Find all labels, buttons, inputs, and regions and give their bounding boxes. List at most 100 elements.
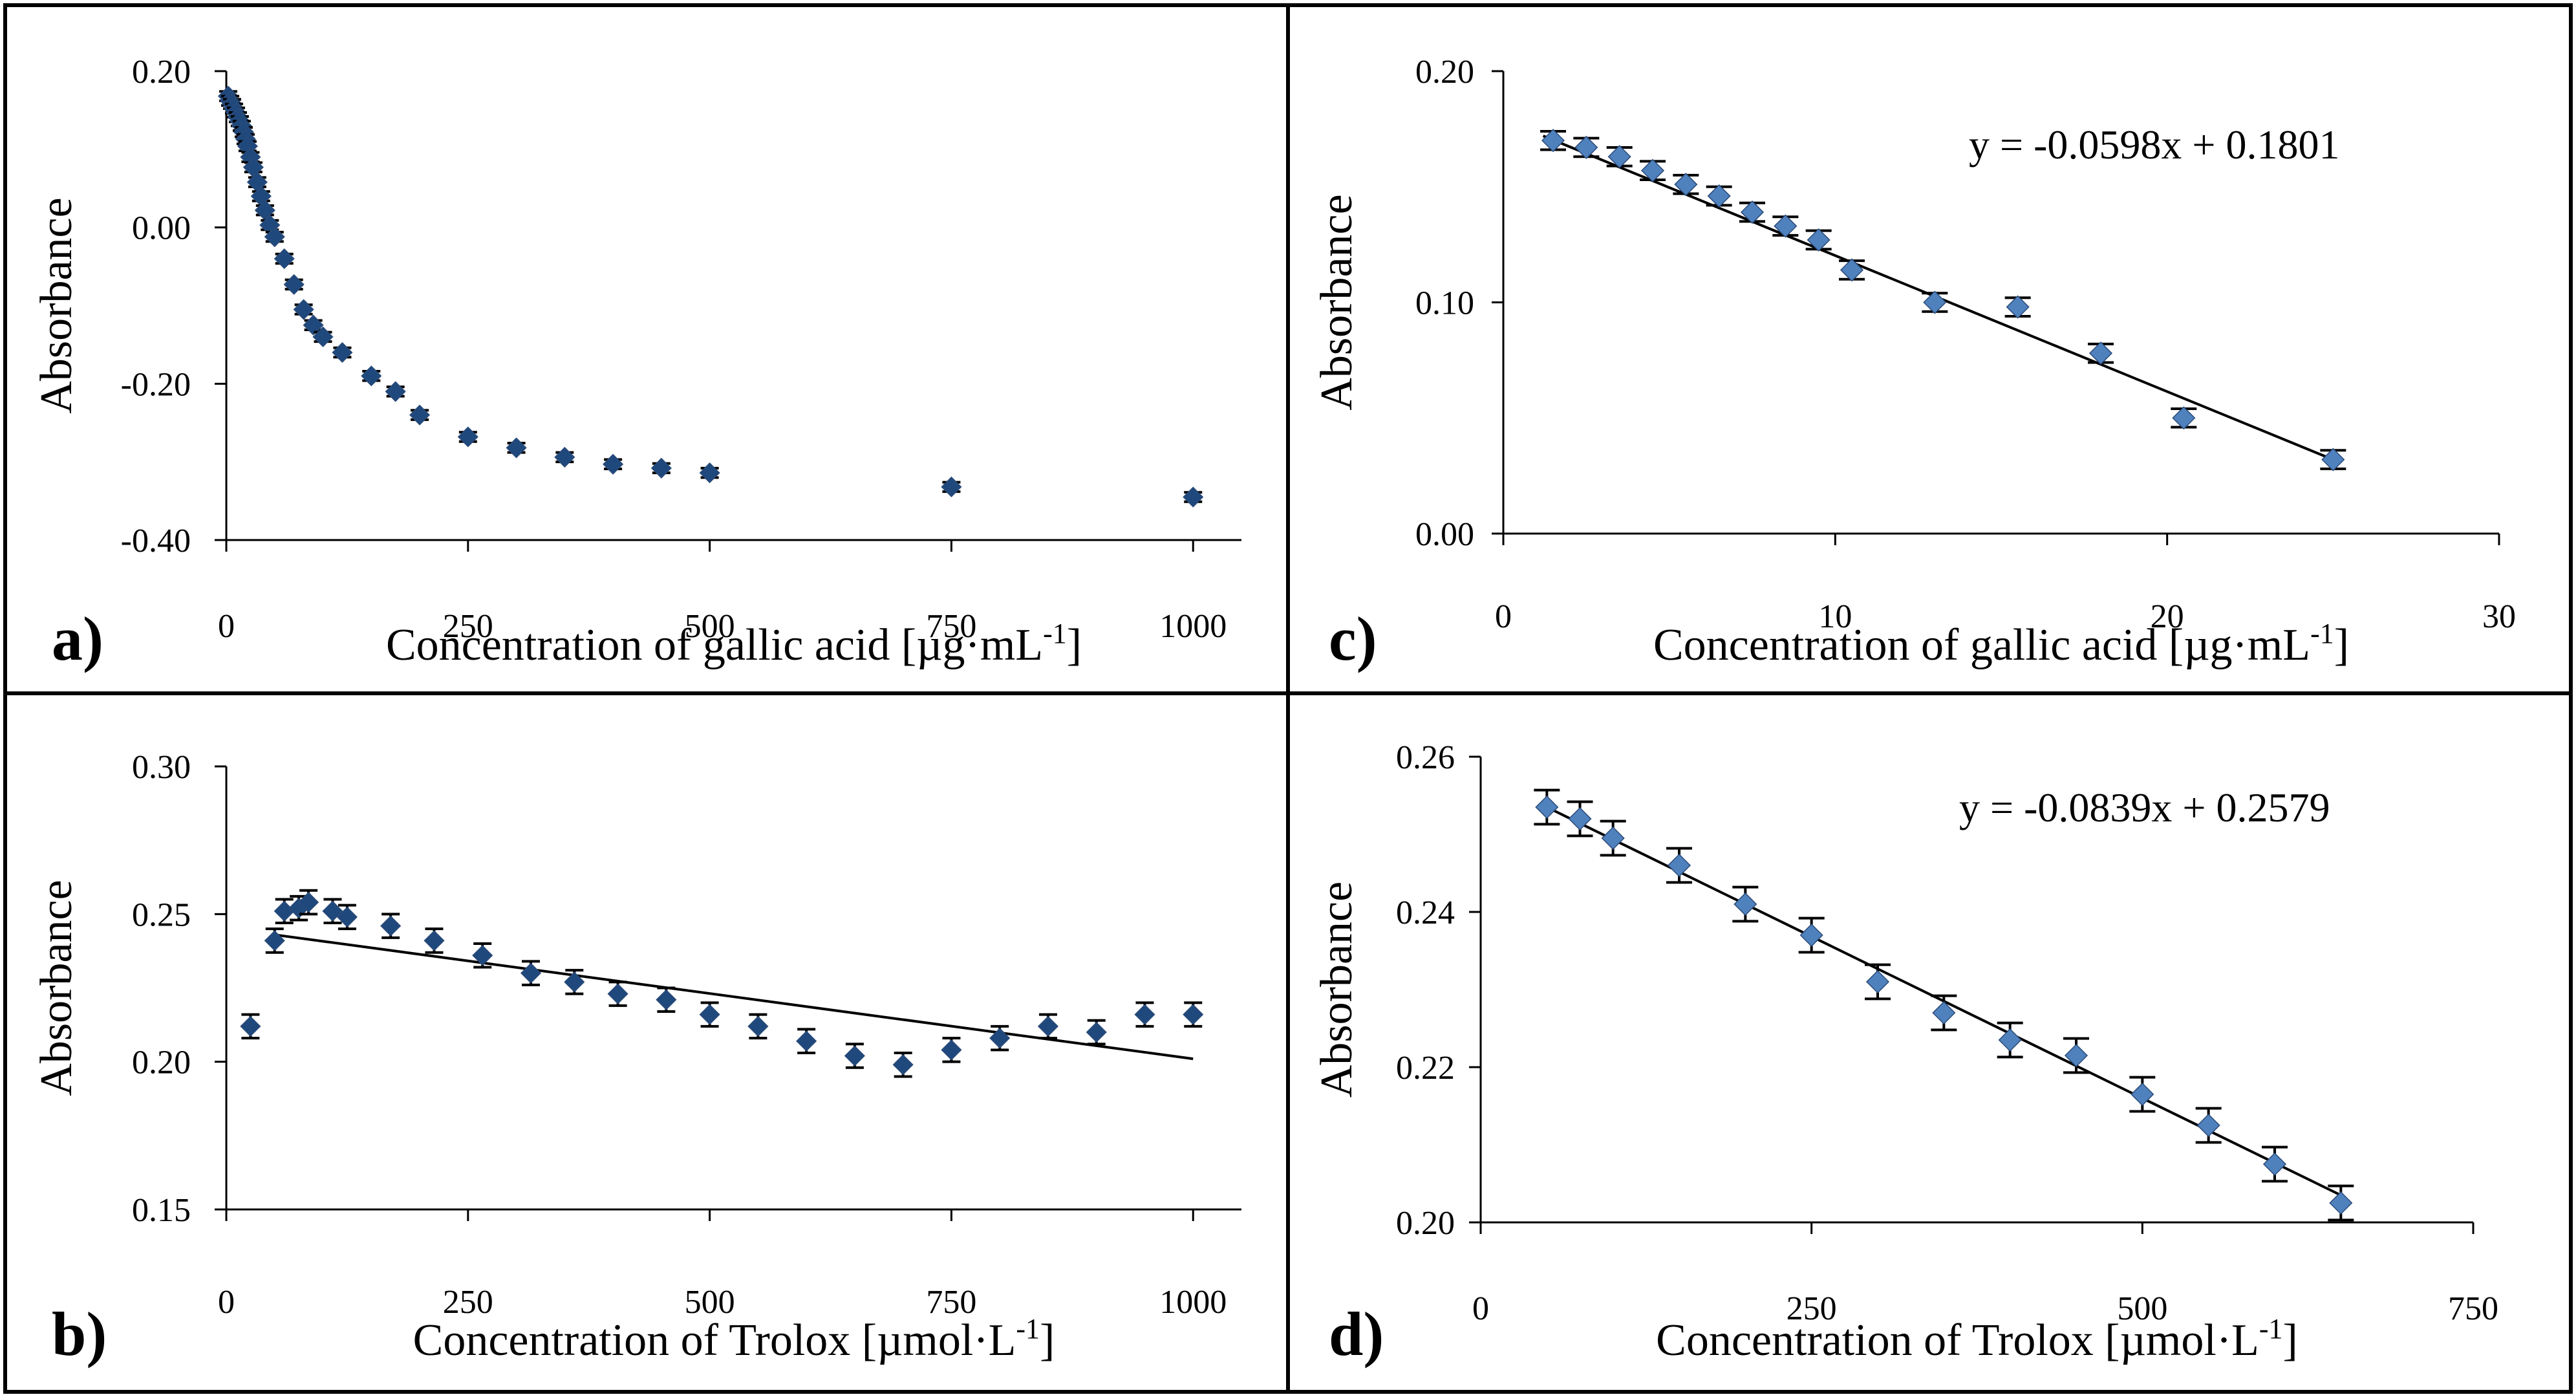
x-tick-label: 30 (2482, 598, 2516, 635)
x-tick-label: 10 (1818, 598, 1852, 635)
panel-label: c) (1329, 604, 1377, 673)
data-point (1667, 853, 1691, 878)
data-point (506, 437, 527, 459)
x-axis-title-superscript: -1 (2310, 618, 2334, 649)
y-axis-title: Absorbance (32, 880, 81, 1096)
panel-label: b) (52, 1299, 107, 1369)
data-point (298, 892, 319, 913)
data-point (607, 983, 628, 1004)
data-point (941, 1039, 962, 1061)
data-point (1733, 892, 1757, 916)
x-tick-label: 500 (2117, 1290, 2167, 1327)
data-point (283, 274, 305, 295)
data-point (1086, 1021, 1107, 1043)
data-point (941, 476, 962, 497)
y-tick-label: 0.20 (1415, 54, 1474, 91)
data-point (264, 930, 285, 951)
data-point (2064, 1043, 2088, 1068)
x-axis-title-main: Concentration of gallic acid [µg·mL (1653, 620, 2310, 670)
y-tick-label: 0.26 (1396, 739, 1455, 776)
data-point (1998, 1028, 2022, 1052)
data-point (2131, 1082, 2154, 1107)
chart-panel-c: 0.20 0.10 0.00 0 10 20 30 Absorbance Concentrati… (1312, 54, 2516, 673)
y-tick-label: 0.20 (132, 54, 191, 91)
panel-label: a) (52, 604, 103, 673)
x-axis-title-superscript: -1 (2259, 1313, 2283, 1345)
panel-label: d) (1329, 1299, 1384, 1369)
x-axis-title-main: Concentration of gallic acid [µg·mL (386, 620, 1043, 670)
x-axis-title: Concentration of gallic acid [µg·mL-1] (386, 618, 1082, 670)
data-point (264, 226, 285, 248)
x-tick-label: 1000 (1159, 1284, 1227, 1321)
x-tick-label: 0 (1495, 598, 1512, 635)
x-tick-label: 750 (926, 608, 976, 645)
y-tick-label: 0.00 (1415, 516, 1474, 553)
y-tick-label: 0.22 (1396, 1050, 1455, 1087)
data-point (293, 299, 314, 320)
y-tick-label: -0.40 (121, 523, 191, 559)
y-tick-label: 0.10 (1415, 285, 1474, 322)
data-point (603, 453, 624, 475)
data-point (1037, 1015, 1059, 1037)
y-axis-title: Absorbance (32, 197, 81, 413)
x-tick-label: 500 (685, 1284, 735, 1321)
data-point (240, 1015, 261, 1037)
x-axis-title-end: ] (2334, 620, 2349, 670)
x-axis-title: Concentration of Trolox [µmol·L-1] (413, 1313, 1055, 1365)
data-point (2088, 341, 2113, 365)
y-tick-label: 0.15 (132, 1192, 191, 1229)
y-tick-label: 0.30 (132, 749, 191, 786)
y-tick-label: 0.24 (1396, 894, 1455, 931)
x-tick-label: 250 (443, 608, 493, 645)
data-point (747, 1015, 769, 1037)
x-axis-title-end: ] (2283, 1316, 2298, 1365)
data-point (844, 1045, 865, 1067)
panels: 0.200.00-0.20-0.400 250 500 750 1000Absorban… (32, 54, 2516, 1369)
data-point (699, 462, 720, 484)
data-point (2006, 295, 2030, 319)
data-point (472, 945, 493, 966)
chart-panel-a: 0.20 0.00 -0.20 -0.40 0 250 500 750 1000 Absorban… (32, 54, 1241, 673)
chart-panel-b: 0.30 0.25 0.20 0.15 0 250 500 750 1000 Absorbance… (32, 749, 1241, 1369)
y-axis-title: Absorbance (1312, 194, 1362, 410)
data-point (1807, 228, 1830, 252)
data-point (1574, 135, 1598, 160)
data-point (1774, 214, 1798, 238)
data-point (1640, 158, 1665, 182)
data-point (1840, 258, 1864, 282)
data-point (424, 930, 445, 951)
x-axis-title-main: Concentration of Trolox [µmol·L (1656, 1316, 2259, 1365)
data-point (380, 915, 402, 937)
data-point (564, 971, 585, 993)
data-point (336, 906, 358, 927)
x-tick-label: 1000 (1159, 608, 1227, 645)
data-point (1674, 173, 1698, 197)
x-axis-title-superscript: -1 (1043, 618, 1067, 649)
x-axis-title-main: Concentration of Trolox [µmol·L (413, 1316, 1016, 1365)
data-point (457, 426, 478, 448)
data-point (699, 1004, 720, 1025)
data-point (1134, 1004, 1155, 1025)
data-point (796, 1030, 817, 1052)
data-point (1799, 923, 1823, 948)
y-tick-label: 0.00 (132, 210, 191, 247)
data-point (1707, 184, 1731, 208)
data-point (1601, 826, 1625, 850)
data-point (1740, 200, 1765, 224)
x-tick-label: 0 (1472, 1290, 1489, 1327)
x-axis-title-superscript: -1 (1016, 1313, 1040, 1345)
data-point (385, 381, 406, 402)
data-point (332, 341, 353, 363)
data-point (892, 1054, 914, 1076)
data-point (2329, 1191, 2353, 1215)
data-point (2321, 448, 2345, 471)
x-tick-label: 250 (1787, 1290, 1837, 1327)
regression-equation: y = -0.0598x + 0.1801 (1969, 122, 2340, 168)
data-point (989, 1028, 1011, 1049)
data-point (2262, 1152, 2287, 1176)
data-point (554, 446, 575, 468)
data-point (1865, 969, 1890, 994)
x-axis-title: Concentration of Trolox [µmol·L-1] (1656, 1313, 2298, 1365)
x-axis-title: Concentration of gallic acid [µg·mL-1] (1653, 618, 2349, 670)
